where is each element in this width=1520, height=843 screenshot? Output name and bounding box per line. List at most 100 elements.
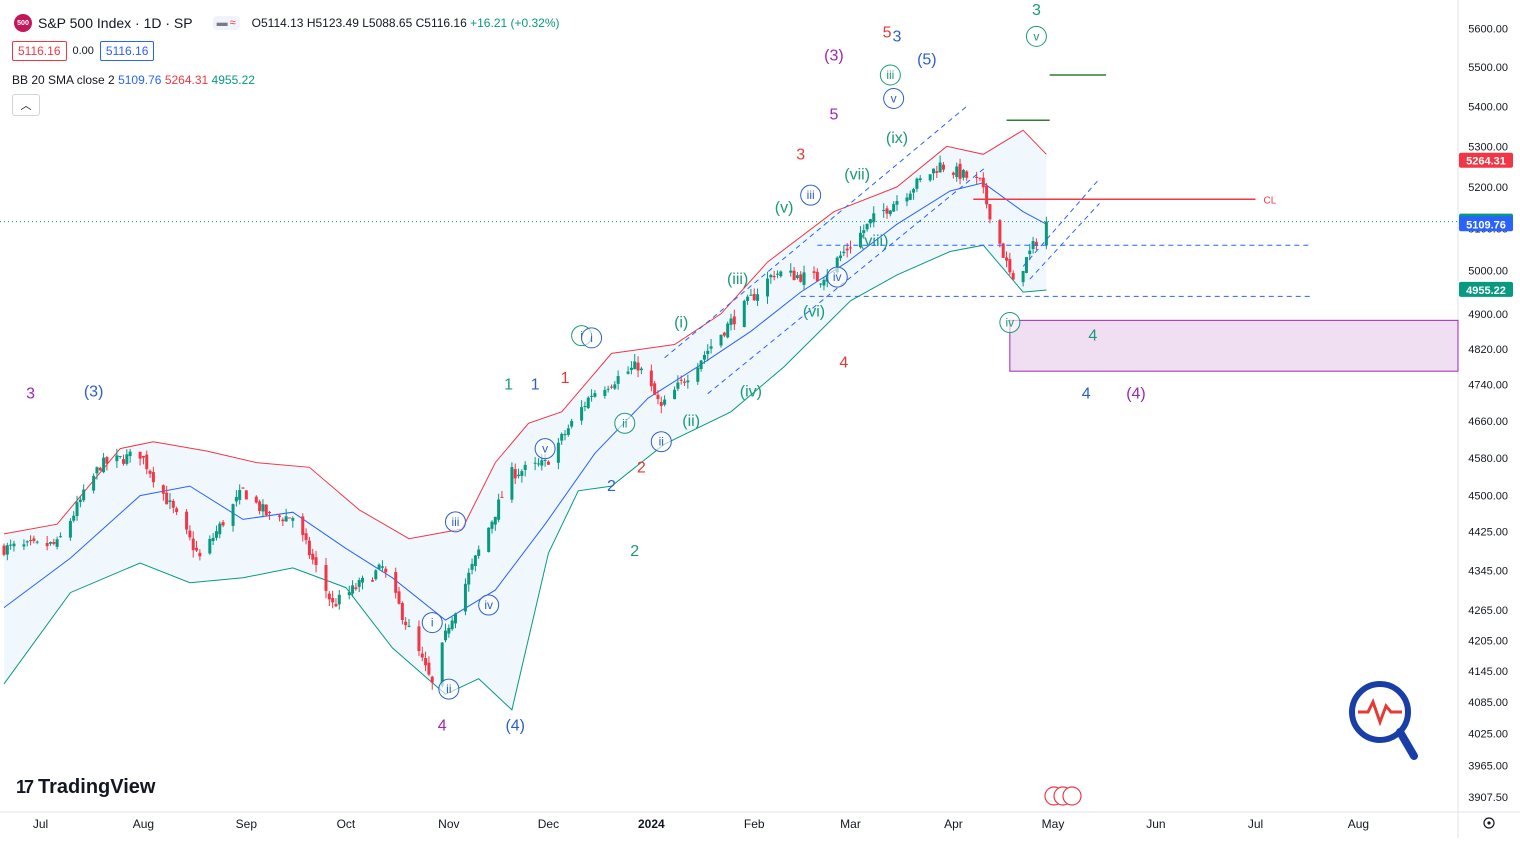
candle-body: [234, 496, 238, 502]
candle-body: [29, 540, 33, 542]
wave-label-circle: [534, 438, 556, 460]
candle-body: [102, 457, 106, 473]
candle-body: [231, 504, 235, 526]
candle-body: [351, 585, 355, 594]
candle-body: [789, 270, 793, 273]
candle-body: [420, 653, 424, 658]
candle-body: [55, 539, 59, 547]
candle-body: [145, 454, 149, 470]
candle-body: [822, 279, 826, 286]
price-tick-label: 4025.00: [1468, 729, 1508, 741]
wave-label: 2: [630, 543, 639, 560]
candle-body: [118, 456, 122, 458]
wave-label: (4): [505, 718, 525, 735]
candle-body: [1044, 221, 1048, 246]
candle-body: [819, 283, 823, 285]
candle-body: [1005, 257, 1009, 261]
wave-label: v: [1033, 29, 1039, 43]
candle-body: [151, 472, 155, 483]
channel-line: [1029, 203, 1100, 280]
candle-body: [208, 538, 212, 554]
candle-body: [659, 401, 663, 406]
candle-body: [590, 395, 594, 397]
candle-body: [513, 469, 517, 479]
candle-body: [122, 459, 126, 464]
wave-label: 2: [637, 459, 646, 476]
candle-body: [287, 517, 291, 519]
candle-body: [961, 169, 965, 178]
ohlc-low: L5088.65: [362, 16, 413, 30]
candle-body: [268, 512, 272, 514]
time-tick-label: Sep: [236, 817, 258, 831]
candle-body: [357, 580, 361, 587]
candle-body: [211, 537, 215, 542]
candle-body: [570, 420, 574, 427]
wave-label: 2: [607, 478, 616, 495]
candle-body: [613, 384, 617, 389]
price-tick-label: 4740.00: [1468, 380, 1508, 392]
wave-label: iv: [484, 598, 493, 612]
candle-body: [556, 442, 560, 463]
buy-price-button[interactable]: 5116.16: [99, 41, 155, 61]
candle-body: [12, 543, 16, 547]
candle-body: [908, 193, 912, 200]
candle-body: [536, 463, 540, 465]
collapse-legend-button[interactable]: ︿: [12, 94, 40, 116]
candle-body: [161, 485, 165, 494]
minus-icon[interactable]: ▬: [216, 17, 228, 29]
candle-body: [361, 577, 365, 583]
candle-body: [985, 185, 989, 205]
candle-body: [497, 499, 501, 520]
candle-body: [915, 178, 919, 189]
candle-body: [258, 501, 262, 511]
candle-body: [463, 583, 467, 612]
candle-body: [380, 566, 384, 568]
wave-label: ii: [659, 435, 664, 449]
candle-body: [191, 538, 195, 551]
indicator-legend[interactable]: BB 20 SMA close 2 5109.76 5264.31 4955.2…: [12, 73, 255, 87]
candle-body: [9, 544, 13, 546]
sell-price-button[interactable]: 5116.16: [12, 41, 67, 61]
symbol-title[interactable]: S&P 500 Index · 1D · SP: [38, 15, 193, 31]
symbol-logo[interactable]: 500: [14, 14, 32, 32]
event-flag-icon: [1062, 786, 1082, 806]
candle-body: [812, 271, 816, 273]
price-tick-label: 4145.00: [1468, 666, 1508, 678]
candle-body: [732, 316, 736, 325]
channel-line: [707, 166, 987, 395]
wave-label-circle: [800, 184, 822, 206]
indicator-label[interactable]: BB 20 SMA close 2: [12, 73, 115, 87]
header-controls[interactable]: ▬ ≈: [212, 16, 240, 30]
time-tick-label: Jul: [33, 817, 48, 831]
tradingview-logo[interactable]: 17 TradingView: [16, 776, 155, 799]
candle-body: [988, 204, 992, 220]
candle-body: [1028, 250, 1032, 255]
candle-body: [334, 604, 338, 607]
candle-body: [218, 523, 222, 535]
candle-body: [473, 555, 477, 566]
wave-label-circle: [438, 678, 460, 700]
wave-label: (5): [917, 51, 937, 68]
bb-lower-value: 4955.22: [211, 73, 255, 87]
wave-label-circle: [826, 266, 848, 288]
candle-body: [407, 625, 411, 627]
price-tag: [1459, 152, 1513, 168]
candle-body: [663, 399, 667, 405]
wave-label: (i): [674, 315, 688, 332]
time-tick-label: Jun: [1146, 817, 1165, 831]
price-tick-label: 5500.00: [1468, 62, 1508, 74]
candle-body: [543, 459, 547, 461]
wave-label: 5: [883, 25, 892, 42]
approx-icon[interactable]: ≈: [229, 17, 236, 29]
wave-label: 3: [893, 28, 902, 45]
candle-body: [775, 273, 779, 275]
candle-body: [998, 220, 1002, 244]
candle-body: [679, 379, 683, 381]
wave-label: i: [590, 331, 593, 345]
candle-body: [487, 527, 491, 552]
trade-box: 5116.16 0.00 5116.16: [12, 41, 155, 61]
price-tick-label: 4265.00: [1468, 605, 1508, 617]
candle-body: [1031, 241, 1035, 250]
